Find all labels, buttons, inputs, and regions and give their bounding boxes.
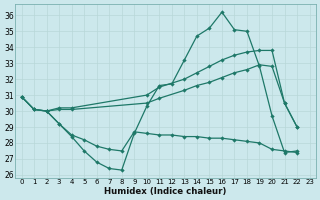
X-axis label: Humidex (Indice chaleur): Humidex (Indice chaleur) [104, 187, 227, 196]
